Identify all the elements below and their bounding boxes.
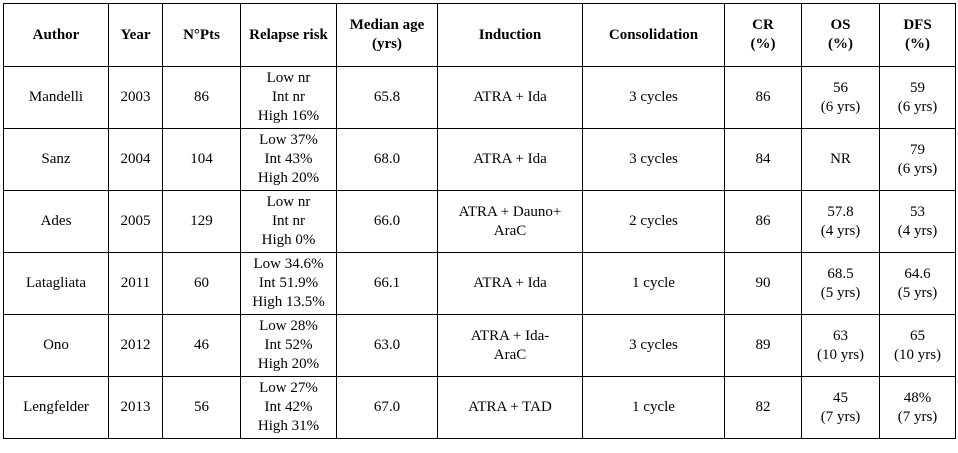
cell-cr: 84 (724, 128, 802, 191)
header-median-age: Median age (yrs) (336, 3, 438, 67)
cell-n-pts: 129 (162, 190, 241, 253)
cell-n-pts: 46 (162, 314, 241, 377)
cell-induction: ATRA + Dauno+ AraC (437, 190, 583, 253)
cell-n-pts: 60 (162, 252, 241, 315)
cell-dfs: 79 (6 yrs) (879, 128, 956, 191)
cell-median-age: 66.0 (336, 190, 438, 253)
cell-os: 56 (6 yrs) (801, 66, 880, 129)
header-os: OS (%) (801, 3, 880, 67)
table-row: Ono 2012 46 Low 28% Int 52% High 20% 63.… (3, 314, 956, 377)
cell-induction: ATRA + Ida- AraC (437, 314, 583, 377)
cell-os: 63 (10 yrs) (801, 314, 880, 377)
cell-induction: ATRA + TAD (437, 376, 583, 439)
table-row: Mandelli 2003 86 Low nr Int nr High 16% … (3, 66, 956, 129)
table-row: Latagliata 2011 60 Low 34.6% Int 51.9% H… (3, 252, 956, 315)
cell-consolidation: 1 cycle (582, 252, 725, 315)
cell-author: Ono (3, 314, 109, 377)
cell-median-age: 66.1 (336, 252, 438, 315)
table-row: Lengfelder 2013 56 Low 27% Int 42% High … (3, 376, 956, 439)
cell-consolidation: 3 cycles (582, 314, 725, 377)
cell-cr: 90 (724, 252, 802, 315)
clinical-trials-table: Author Year N°Pts Relapse risk Median ag… (3, 3, 956, 439)
cell-author: Lengfelder (3, 376, 109, 439)
cell-consolidation: 1 cycle (582, 376, 725, 439)
cell-median-age: 63.0 (336, 314, 438, 377)
header-dfs: DFS (%) (879, 3, 956, 67)
cell-dfs: 65 (10 yrs) (879, 314, 956, 377)
cell-year: 2011 (108, 252, 163, 315)
cell-author: Latagliata (3, 252, 109, 315)
cell-cr: 86 (724, 190, 802, 253)
cell-year: 2012 (108, 314, 163, 377)
cell-os: 68.5 (5 yrs) (801, 252, 880, 315)
header-relapse-risk: Relapse risk (240, 3, 337, 67)
cell-relapse-risk: Low nr Int nr High 16% (240, 66, 337, 129)
cell-dfs: 59 (6 yrs) (879, 66, 956, 129)
cell-cr: 86 (724, 66, 802, 129)
cell-os: NR (801, 128, 880, 191)
header-year: Year (108, 3, 163, 67)
cell-consolidation: 3 cycles (582, 128, 725, 191)
cell-median-age: 68.0 (336, 128, 438, 191)
cell-dfs: 48% (7 yrs) (879, 376, 956, 439)
cell-relapse-risk: Low 37% Int 43% High 20% (240, 128, 337, 191)
cell-induction: ATRA + Ida (437, 128, 583, 191)
header-row: Author Year N°Pts Relapse risk Median ag… (3, 3, 956, 67)
cell-n-pts: 86 (162, 66, 241, 129)
cell-os: 45 (7 yrs) (801, 376, 880, 439)
header-consolidation: Consolidation (582, 3, 725, 67)
cell-relapse-risk: Low nr Int nr High 0% (240, 190, 337, 253)
cell-year: 2005 (108, 190, 163, 253)
cell-relapse-risk: Low 27% Int 42% High 31% (240, 376, 337, 439)
cell-cr: 82 (724, 376, 802, 439)
cell-median-age: 67.0 (336, 376, 438, 439)
cell-induction: ATRA + Ida (437, 252, 583, 315)
cell-relapse-risk: Low 28% Int 52% High 20% (240, 314, 337, 377)
cell-year: 2013 (108, 376, 163, 439)
header-cr: CR (%) (724, 3, 802, 67)
cell-author: Mandelli (3, 66, 109, 129)
cell-dfs: 64.6 (5 yrs) (879, 252, 956, 315)
cell-consolidation: 2 cycles (582, 190, 725, 253)
cell-induction: ATRA + Ida (437, 66, 583, 129)
cell-os: 57.8 (4 yrs) (801, 190, 880, 253)
header-induction: Induction (437, 3, 583, 67)
cell-year: 2004 (108, 128, 163, 191)
cell-dfs: 53 (4 yrs) (879, 190, 956, 253)
cell-author: Sanz (3, 128, 109, 191)
cell-author: Ades (3, 190, 109, 253)
header-n-pts: N°Pts (162, 3, 241, 67)
table-row: Ades 2005 129 Low nr Int nr High 0% 66.0… (3, 190, 956, 253)
cell-relapse-risk: Low 34.6% Int 51.9% High 13.5% (240, 252, 337, 315)
cell-year: 2003 (108, 66, 163, 129)
table-row: Sanz 2004 104 Low 37% Int 43% High 20% 6… (3, 128, 956, 191)
cell-cr: 89 (724, 314, 802, 377)
cell-median-age: 65.8 (336, 66, 438, 129)
cell-consolidation: 3 cycles (582, 66, 725, 129)
cell-n-pts: 56 (162, 376, 241, 439)
header-author: Author (3, 3, 109, 67)
cell-n-pts: 104 (162, 128, 241, 191)
